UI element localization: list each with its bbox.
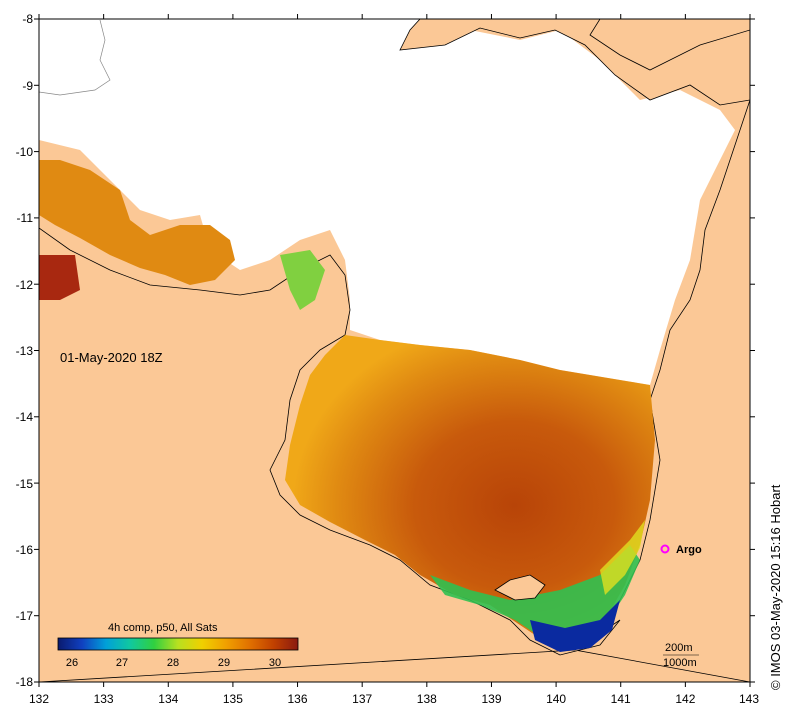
x-tick-label: 142 [675, 692, 695, 706]
cold-southern-pocket [530, 600, 620, 652]
wellesley-islands [494, 574, 546, 601]
cloud-mask [39, 19, 735, 385]
colorbar-tick-label: 27 [116, 657, 128, 669]
colorbar-title: 4h comp, p50, All Sats [108, 622, 218, 634]
islands-north [39, 19, 111, 96]
x-tick-label: 135 [223, 692, 243, 706]
x-tick-label: 133 [94, 692, 114, 706]
nw-sst-patch [39, 160, 235, 285]
nw-warm-patch [39, 255, 80, 300]
northern-landmass [399, 19, 750, 106]
depth-legend-shallow: 200m [665, 642, 693, 654]
x-tick-label: 140 [546, 692, 566, 706]
x-tick-label: 132 [29, 692, 49, 706]
y-tick-label: -17 [16, 609, 34, 623]
x-tick-label: 138 [417, 692, 437, 706]
y-tick-label: -16 [16, 543, 34, 557]
yellow-band [600, 520, 645, 595]
y-tick-label: -18 [16, 675, 34, 689]
y-tick-label: -15 [16, 477, 34, 491]
y-axis: -8 -9 -10 -11 -12 -13 -14 -15 -16 -17 -1… [16, 12, 34, 689]
depth-legend-deep: 1000m [663, 657, 697, 669]
nw-cool-patch [280, 250, 325, 310]
date-label: 01-May-2020 18Z [60, 350, 163, 365]
colorbar-tick-label: 26 [66, 657, 78, 669]
y-tick-label: -12 [16, 278, 34, 292]
colorbar [57, 637, 299, 651]
x-tick-label: 139 [481, 692, 501, 706]
credit-label: © IMOS 03-May-2020 15:16 Hobart [768, 484, 783, 690]
x-tick-label: 141 [611, 692, 631, 706]
cool-coastal-band [430, 545, 640, 640]
y-tick-label: -8 [22, 12, 33, 26]
colorbar-tick-label: 29 [218, 657, 230, 669]
x-tick-label: 143 [739, 692, 759, 706]
x-tick-label: 136 [287, 692, 307, 706]
y-tick-label: -13 [16, 344, 34, 358]
colorbar-ticks: 26 27 28 29 30 [66, 657, 281, 669]
arnhem-land [39, 227, 621, 682]
y-tick-label: -10 [16, 145, 34, 159]
x-tick-label: 134 [158, 692, 178, 706]
x-axis: 132 133 134 135 136 137 138 139 140 141 … [29, 692, 759, 706]
x-tick-label: 137 [352, 692, 372, 706]
argo-label: Argo [676, 544, 702, 556]
tick-marks [34, 14, 755, 687]
y-tick-label: -14 [16, 410, 34, 424]
colorbar-tick-label: 30 [269, 657, 281, 669]
gulf-sst-field [285, 335, 655, 645]
argo-marker [660, 544, 670, 554]
colorbar-tick-label: 28 [167, 657, 179, 669]
y-tick-label: -9 [22, 79, 33, 93]
y-tick-label: -11 [17, 211, 34, 225]
